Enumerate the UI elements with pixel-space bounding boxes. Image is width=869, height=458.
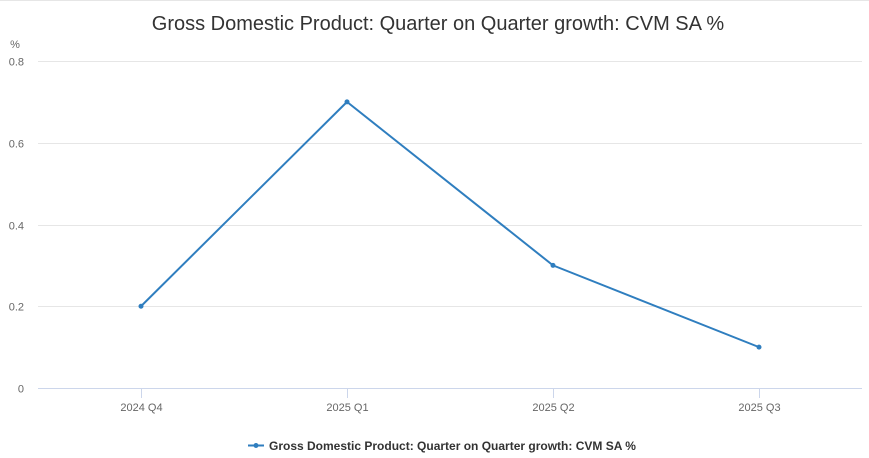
- data-point: [138, 303, 144, 309]
- y-tick-label: 0.2: [9, 302, 24, 314]
- gridlines: [38, 61, 862, 307]
- x-axis: 2024 Q4 2025 Q1 2025 Q2 2025 Q3: [38, 388, 862, 414]
- series-group: [138, 99, 762, 350]
- y-tick-label: 0.8: [9, 57, 24, 69]
- x-tick-label: 2025 Q2: [532, 402, 574, 414]
- data-point: [344, 99, 350, 105]
- legend-label: Gross Domestic Product: Quarter on Quart…: [269, 439, 636, 453]
- x-tick-label: 2025 Q1: [326, 402, 368, 414]
- data-point: [550, 262, 556, 268]
- y-tick-label: 0.4: [9, 221, 24, 233]
- legend[interactable]: Gross Domestic Product: Quarter on Quart…: [248, 439, 636, 453]
- chart-title: Gross Domestic Product: Quarter on Quart…: [152, 13, 725, 35]
- x-tick-label: 2025 Q3: [738, 402, 780, 414]
- y-tick-label: 0: [18, 384, 24, 396]
- y-tick-label: 0.6: [9, 139, 24, 151]
- top-border: [0, 0, 869, 1]
- series-line: [140, 100, 760, 349]
- y-axis-unit-label: %: [10, 39, 20, 51]
- legend-marker: [253, 443, 259, 448]
- y-axis-ticks: 0 0.2 0.4 0.6 0.8: [9, 57, 24, 396]
- data-point: [756, 344, 762, 350]
- x-tick-label: 2024 Q4: [120, 402, 162, 414]
